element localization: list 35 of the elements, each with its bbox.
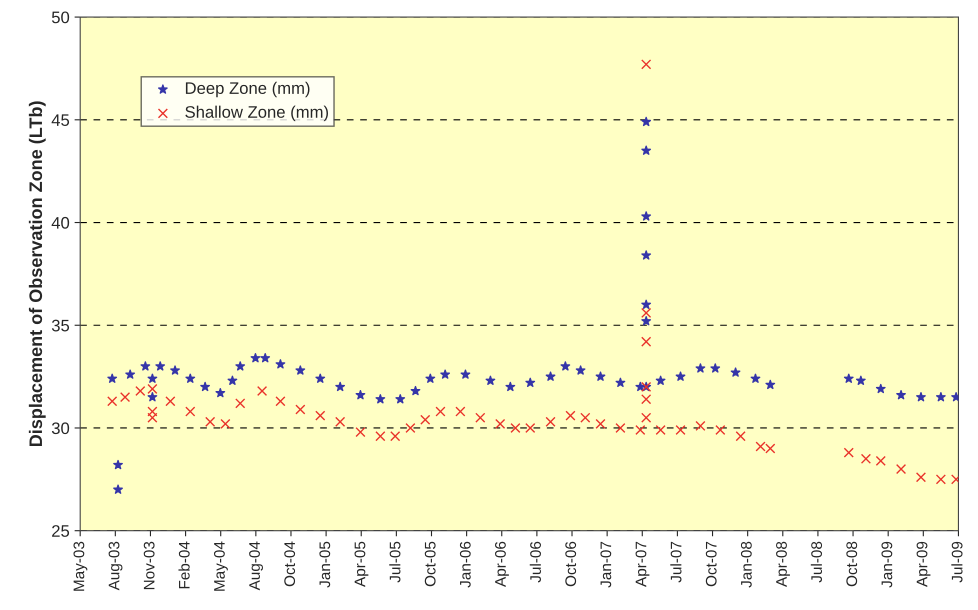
y-tick-label: 30 [52,422,70,434]
y-tick-label: 45 [52,114,70,126]
x-tick-label: Apr-07 [636,542,650,587]
x-tick-label: May-04 [214,542,228,591]
y-tick-label: 25 [52,525,70,537]
x-tick-label: Oct-06 [565,542,576,586]
x-tick-label: Jul-08 [810,542,822,582]
x-tick-label: Aug-04 [249,542,263,590]
x-tick-label: Jan-09 [881,542,892,588]
y-tick-label: 40 [52,216,70,229]
x-tick-label: Jul-09 [951,542,963,582]
x-tick-label: Apr-06 [495,542,509,587]
y-tick-label: 50 [52,11,70,24]
x-tick-label: Jul-07 [670,542,682,582]
x-tick-label: Feb-04 [178,542,190,588]
x-tick-label: Jan-05 [319,542,330,588]
x-tick-label: Aug-03 [108,542,122,590]
x-tick-label: Jan-06 [460,542,471,588]
legend-label: Shallow Zone (mm) [185,106,328,122]
x-tick-label: Jul-05 [389,542,400,582]
x-tick-label: Nov-03 [144,542,155,590]
x-tick-label: Oct-04 [284,542,296,586]
x-tick-label: Jan-08 [740,542,752,588]
x-tick-label: Oct-05 [424,542,436,586]
x-tick-label: Oct-07 [706,542,717,586]
y-tick-label: 35 [52,320,70,332]
x-tick-label: Jan-07 [600,542,612,588]
y-axis-title: Displacement of Observation Zone (LTb) [28,101,46,446]
x-tick-label: Apr-09 [916,542,930,587]
legend-label: Deep Zone (mm) [186,82,310,98]
x-tick-label: Apr-05 [354,542,368,587]
x-tick-label: May-03 [73,542,88,591]
x-tick-label: Jul-06 [530,542,541,582]
x-tick-label: Apr-08 [776,542,790,587]
x-tick-label: Oct-08 [846,542,858,586]
